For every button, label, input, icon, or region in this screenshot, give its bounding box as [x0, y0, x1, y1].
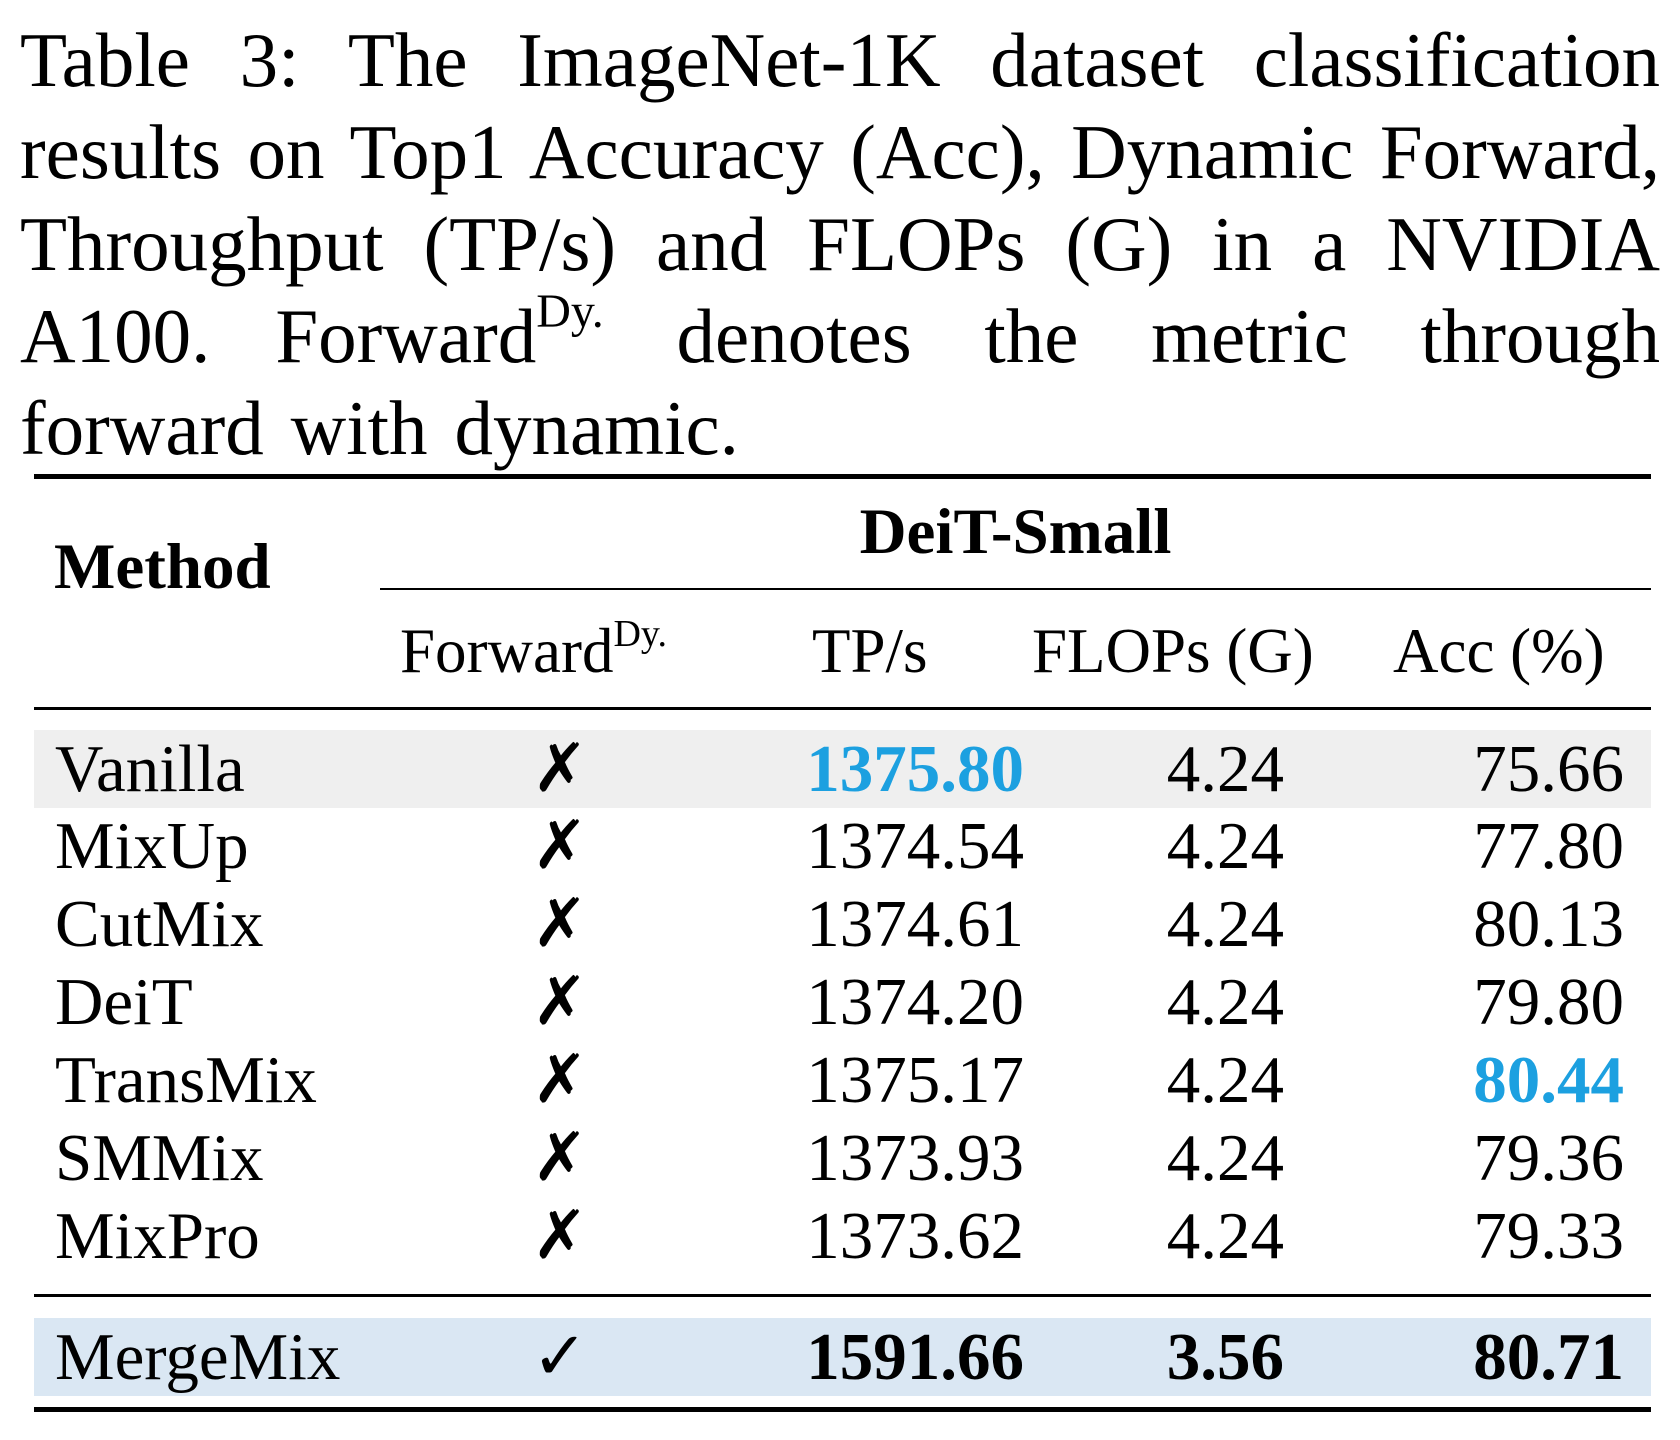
cell-forward: ✗	[531, 887, 589, 961]
cell-forward: ✗	[531, 1121, 589, 1195]
cell-flops: 4.24	[1166, 1043, 1284, 1117]
table-row-mixup: MixUp ✗ 1374.54 4.24 77.80	[34, 807, 1651, 885]
bottom-rule	[34, 1407, 1651, 1412]
table-row-transmix: TransMix ✗ 1375.17 4.24 80.44	[34, 1041, 1651, 1119]
header-method: Method	[54, 531, 271, 603]
caption-superscript: Dy.	[536, 285, 604, 339]
cell-acc: 79.33	[1473, 1199, 1624, 1273]
cell-method: Vanilla	[55, 732, 245, 806]
header-forward-superscript: Dy.	[613, 613, 667, 655]
cell-acc: 79.80	[1473, 965, 1624, 1039]
cell-forward: ✗	[531, 1199, 589, 1273]
table-caption: Table 3: The ImageNet-1K dataset classif…	[20, 14, 1660, 474]
header-rule	[34, 707, 1651, 710]
cell-method: MixPro	[55, 1199, 260, 1273]
cell-flops: 4.24	[1166, 809, 1284, 883]
cell-method: MergeMix	[55, 1320, 341, 1394]
header-tps: TP/s	[812, 616, 928, 686]
cell-flops: 4.24	[1166, 732, 1284, 806]
cell-tps: 1375.17	[806, 1043, 1024, 1117]
cell-tps: 1373.93	[806, 1121, 1024, 1195]
cell-method: MixUp	[55, 809, 249, 883]
header-forward-label: Forward	[400, 616, 614, 686]
cell-method: SMMix	[55, 1121, 264, 1195]
cell-tps: 1374.61	[806, 887, 1024, 961]
cell-forward: ✗	[531, 732, 589, 806]
table-row-mergemix: MergeMix ✓ 1591.66 3.56 80.71	[34, 1318, 1651, 1396]
cell-flops: 3.56	[1166, 1320, 1284, 1394]
cell-acc: 77.80	[1473, 809, 1624, 883]
cell-flops: 4.24	[1166, 1121, 1284, 1195]
cell-method: TransMix	[55, 1043, 317, 1117]
cell-forward: ✗	[531, 809, 589, 883]
cell-flops: 4.24	[1166, 965, 1284, 1039]
header-acc: Acc (%)	[1393, 616, 1605, 686]
table-row-vanilla: Vanilla ✗ 1375.80 4.24 75.66	[34, 730, 1651, 808]
top-rule	[34, 474, 1651, 479]
cell-acc: 80.44	[1473, 1043, 1624, 1117]
cell-forward: ✓	[531, 1320, 589, 1394]
cell-acc: 80.71	[1473, 1320, 1624, 1394]
table-row-mixpro: MixPro ✗ 1373.62 4.24 79.33	[34, 1197, 1651, 1275]
header-forward: ForwardDy.	[400, 615, 667, 688]
cell-method: DeiT	[55, 965, 193, 1039]
caption-text-2: denotes the metric through forward with …	[20, 293, 1660, 471]
cell-acc: 80.13	[1473, 887, 1624, 961]
cell-forward: ✗	[531, 1043, 589, 1117]
cell-forward: ✗	[531, 965, 589, 1039]
table-row-smmix: SMMix ✗ 1373.93 4.24 79.36	[34, 1119, 1651, 1197]
caption-text-1: Table 3: The ImageNet-1K dataset classif…	[20, 17, 1660, 379]
cell-acc: 79.36	[1473, 1121, 1624, 1195]
table-row-cutmix: CutMix ✗ 1374.61 4.24 80.13	[34, 885, 1651, 963]
cell-flops: 4.24	[1166, 1199, 1284, 1273]
cell-tps: 1373.62	[806, 1199, 1024, 1273]
table-row-deit: DeiT ✗ 1374.20 4.24 79.80	[34, 963, 1651, 1041]
group-rule	[380, 588, 1651, 590]
header-deit-small: DeiT-Small	[859, 496, 1172, 568]
cell-tps: 1375.80	[806, 732, 1024, 806]
cell-method: CutMix	[55, 887, 264, 961]
cell-tps: 1591.66	[806, 1320, 1024, 1394]
cell-tps: 1374.54	[806, 809, 1024, 883]
cell-tps: 1374.20	[806, 965, 1024, 1039]
header-flops: FLOPs (G)	[1032, 616, 1314, 686]
separator-rule	[34, 1294, 1651, 1297]
cell-acc: 75.66	[1473, 732, 1624, 806]
cell-flops: 4.24	[1166, 887, 1284, 961]
